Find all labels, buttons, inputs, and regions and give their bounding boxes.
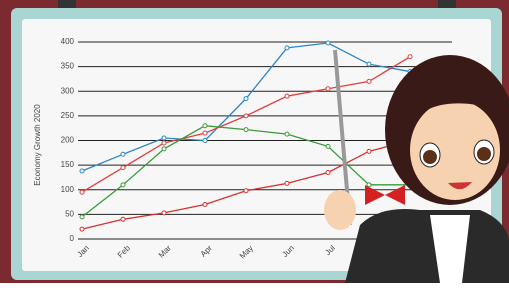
point [244, 114, 248, 118]
y-axis-label: Economy Growth 2020 [33, 104, 42, 186]
y-tick-label: 400 [61, 37, 75, 46]
point [285, 181, 289, 185]
point [162, 141, 166, 145]
point [121, 183, 125, 187]
point [203, 139, 207, 143]
point [285, 46, 289, 50]
point [203, 124, 207, 128]
point [326, 171, 330, 175]
point [285, 94, 289, 98]
hand [324, 190, 356, 230]
point [408, 55, 412, 59]
point [367, 62, 371, 66]
point [162, 147, 166, 151]
y-tick-label: 250 [61, 111, 75, 120]
y-tick-label: 100 [61, 185, 75, 194]
point [367, 183, 371, 187]
y-tick-label: 300 [61, 86, 75, 95]
point [80, 215, 84, 219]
pupil [477, 147, 491, 161]
point [203, 131, 207, 135]
clip [58, 0, 76, 8]
point [80, 227, 84, 231]
y-tick-label: 200 [61, 136, 75, 145]
jacket [345, 209, 509, 283]
point [80, 190, 84, 194]
point [244, 97, 248, 101]
point [244, 189, 248, 193]
y-tick-label: 50 [65, 209, 74, 218]
point [326, 144, 330, 148]
point [367, 79, 371, 83]
y-tick-label: 350 [61, 62, 75, 71]
point [244, 128, 248, 132]
point [326, 87, 330, 91]
point [162, 211, 166, 215]
y-tick-label: 150 [61, 160, 75, 169]
clip [438, 0, 456, 8]
scene: Economy Growth 2020 0 50 100 150 200 250 300 35… [0, 0, 509, 283]
point [121, 166, 125, 170]
point [121, 152, 125, 156]
point [367, 149, 371, 153]
pupil [423, 150, 437, 164]
y-tick-label: 0 [70, 234, 75, 243]
point [121, 217, 125, 221]
point [326, 41, 330, 45]
point [203, 203, 207, 207]
point [80, 169, 84, 173]
point [162, 136, 166, 140]
point [285, 132, 289, 136]
